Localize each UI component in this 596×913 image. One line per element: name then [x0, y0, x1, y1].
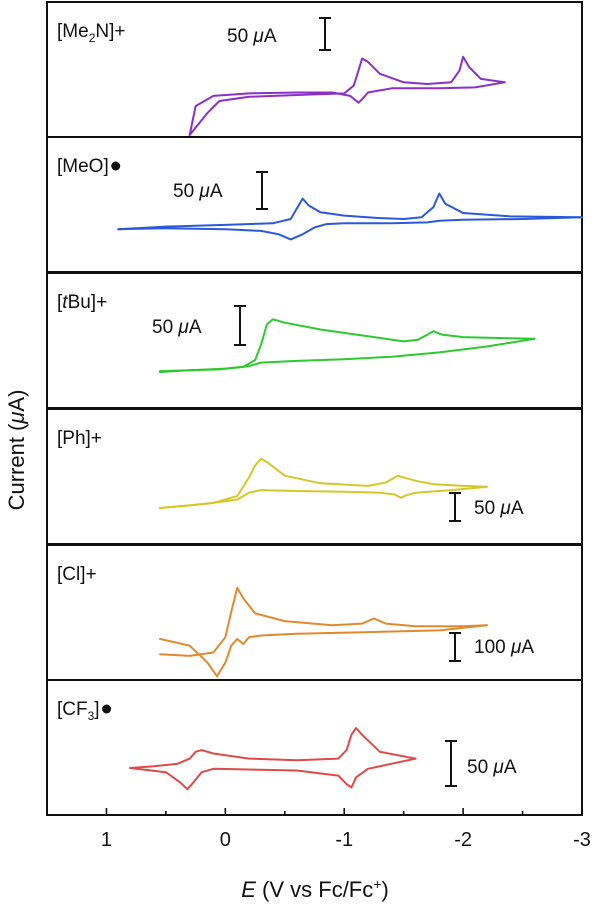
scale-bar: 50 μA [227, 17, 331, 51]
scale-bar-mu: μ [252, 26, 264, 47]
scale-bar-unit: A [521, 637, 534, 658]
scale-bar-unit: A [189, 317, 202, 338]
x-tick-label: -2 [454, 829, 472, 851]
panels: [Me2N]+ 50 μA[MeO]50 μA[tBu]+50 μA[Ph]+50… [46, 1, 583, 816]
x-axis: 1 0 -1 -2 -3 [46, 808, 591, 851]
panel-frame [46, 679, 583, 816]
scale-bar-value: 50 [152, 317, 178, 338]
cv-trace-forward [117, 192, 583, 231]
panel-label-part: [Cl]+ [57, 564, 97, 585]
x-tick-label: 1 [101, 829, 112, 851]
cv-trace-reverse [129, 757, 417, 791]
scale-bar: 50 μA [152, 305, 246, 346]
x-label-close: ) [381, 877, 388, 902]
panel-label: [Me2N]+ [57, 21, 125, 45]
x-tick-label: -3 [573, 829, 591, 851]
scale-bar-label: 50 μA [173, 181, 223, 202]
scale-bar-value: 100 [474, 637, 511, 658]
cv-trace-reverse [188, 81, 506, 136]
scale-bar: 50 μA [445, 740, 517, 787]
panel-label-dot [102, 704, 112, 714]
scale-bar-value: 50 [474, 498, 500, 519]
scale-bar-mu: μ [492, 757, 504, 778]
scale-bar-label: 50 μA [227, 26, 277, 47]
panel-label-part: [CF [57, 699, 88, 720]
panel-4: [Ph]+ 50 μA [46, 408, 583, 545]
panel-label-dot [111, 161, 121, 171]
scale-bar-mu: μ [510, 637, 522, 658]
panel-frame [46, 136, 583, 273]
panel-label-part: [Ph]+ [57, 428, 102, 449]
panel-3: [tBu]+ 50 μA [46, 272, 583, 409]
scale-bar-value: 50 [467, 757, 493, 778]
panel-label-part: N]+ [95, 21, 125, 42]
panel-label: [CF3] [57, 699, 100, 723]
panel-frame [46, 544, 583, 681]
y-label-pre: Current ( [4, 423, 29, 510]
x-axis-label: E (V vs Fc/Fc+) [241, 876, 389, 902]
scale-bar-label: 50 μA [152, 317, 202, 338]
cv-trace-forward [188, 55, 506, 136]
cv-trace-forward [158, 318, 536, 373]
scale-bar: 100 μA [449, 632, 534, 662]
scale-bar-unit: A [210, 181, 223, 202]
x-label-text: (V vs Fc/Fc [256, 877, 373, 902]
panel-6: [CF3] 50 μA [46, 679, 583, 816]
x-label-italic: E [241, 877, 256, 902]
cv-trace-reverse [158, 485, 488, 509]
panel-frame [46, 272, 583, 409]
panel-label-part: t [62, 292, 68, 313]
cv-trace-forward [158, 457, 488, 509]
scale-bar-value: 50 [227, 26, 253, 47]
cv-trace-reverse [117, 216, 583, 241]
panel-1: [Me2N]+ 50 μA [46, 1, 583, 138]
panel-label: [Ph]+ [57, 428, 102, 449]
y-axis-label: Current (μA) [4, 390, 29, 511]
panel-label-part: [Me [57, 21, 89, 42]
scale-bar-mu: μ [177, 317, 189, 338]
scale-bar-unit: A [264, 26, 277, 47]
panel-5: [Cl]+ 100 μA [46, 544, 583, 681]
scale-bar-unit: A [511, 498, 524, 519]
cv-trace-reverse [158, 337, 536, 373]
scale-bar-mu: μ [198, 181, 210, 202]
panel-frame [46, 408, 583, 545]
scale-bar: 50 μA [449, 492, 524, 522]
scale-bar-label: 50 μA [474, 498, 524, 519]
panel-label-part: [ [57, 292, 63, 313]
x-label-sup: + [373, 876, 381, 892]
scale-bar: 50 μA [173, 171, 268, 210]
cv-trace-reverse [158, 624, 488, 678]
x-tick-label: 0 [220, 829, 231, 851]
panel-label-subscript: 3 [88, 709, 95, 723]
x-tick-label: -1 [335, 829, 353, 851]
panel-label: [MeO] [57, 156, 109, 177]
scale-bar-mu: μ [499, 498, 511, 519]
panel-2: [MeO] 50 μA [46, 136, 583, 273]
scale-bar-label: 100 μA [474, 637, 534, 658]
panel-frame [46, 1, 583, 138]
scale-bar-value: 50 [173, 181, 199, 202]
y-label-italic: μ [4, 412, 29, 425]
scale-bar-label: 50 μA [467, 757, 517, 778]
panel-label: [tBu]+ [57, 292, 107, 313]
panel-label-subscript: 2 [89, 31, 96, 45]
panel-label-part: [MeO] [57, 156, 109, 177]
panel-label-part: Bu]+ [68, 292, 108, 313]
scale-bar-unit: A [504, 757, 517, 778]
y-label-post: A) [4, 390, 29, 412]
panel-label: [Cl]+ [57, 564, 97, 585]
panel-label-part: ] [94, 699, 99, 720]
cv-trace-forward [129, 727, 417, 769]
cv-trace-forward [158, 586, 488, 657]
